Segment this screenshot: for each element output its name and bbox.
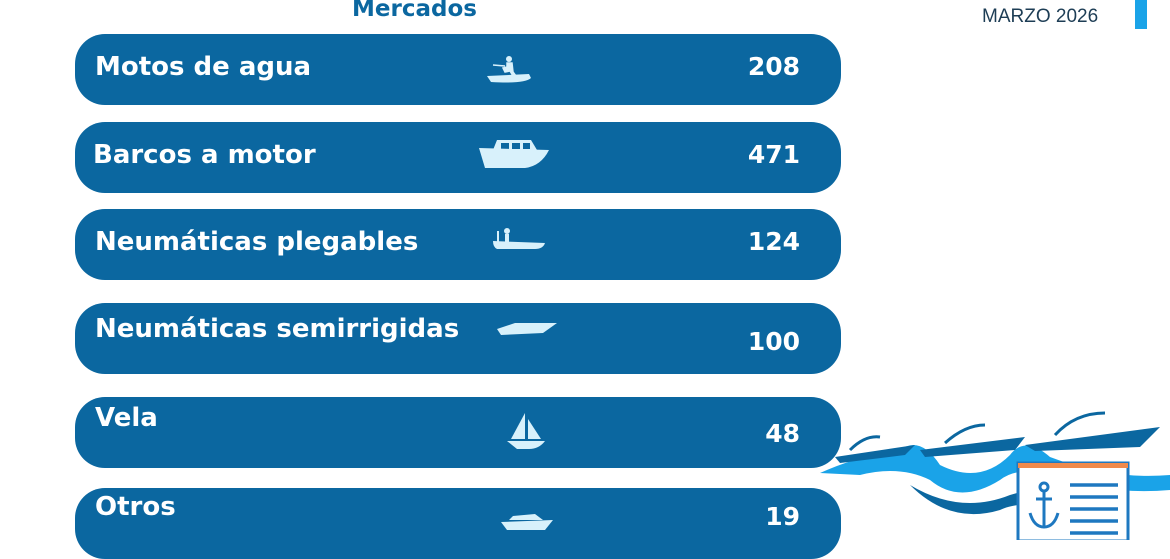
speedboat-icon [497, 323, 557, 335]
row-value: 19 [765, 502, 800, 531]
inflatable-boat-icon [493, 228, 545, 249]
market-row-barcos-a-motor: Barcos a motor 471 [75, 122, 841, 193]
boats-waves-illustration [820, 411, 1170, 540]
row-label: Motos de agua [95, 52, 312, 82]
row-label: Vela [95, 403, 158, 433]
market-row-neumaticas-semirrigidas: Neumáticas semirrigidas 100 [75, 303, 841, 374]
jet-ski-icon [487, 56, 531, 83]
row-value: 208 [747, 52, 800, 81]
row-value: 471 [747, 140, 800, 169]
market-row-vela: Vela 48 [75, 397, 841, 468]
market-row-motos-de-agua: Motos de agua 208 [75, 34, 841, 105]
row-label: Barcos a motor [93, 140, 316, 170]
row-label: Otros [95, 492, 176, 522]
row-label: Neumáticas semirrigidas [95, 314, 460, 344]
row-value: 48 [765, 419, 800, 448]
accent-bar [1135, 0, 1147, 29]
anchor-document-icon [1016, 461, 1130, 540]
sailboat-icon [507, 413, 545, 449]
row-value: 100 [747, 327, 800, 356]
yacht-icon [501, 514, 553, 530]
date-label: MARZO 2026 [982, 6, 1099, 27]
market-row-neumaticas-plegables: Neumáticas plegables 124 [75, 209, 841, 280]
market-row-otros: Otros 19 [75, 488, 841, 559]
row-value: 124 [747, 227, 800, 256]
row-label: Neumáticas plegables [95, 227, 419, 257]
motor-boat-icon [479, 140, 549, 168]
page-title: Mercados [352, 0, 477, 22]
